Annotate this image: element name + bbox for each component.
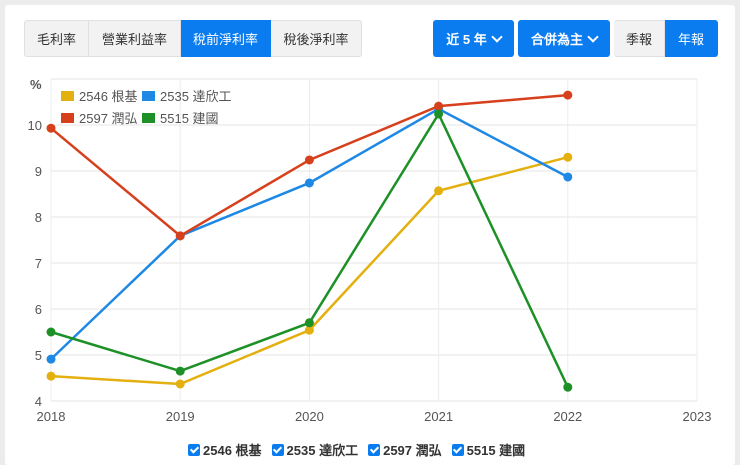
legend-label: 5515 建國 xyxy=(160,111,219,126)
toggle-5515[interactable]: 5515 建國 xyxy=(451,440,526,459)
chart-legend: 2546 根基 2535 達欣工 2597 潤弘 5515 建國 xyxy=(61,89,232,126)
tab-pretax-margin[interactable]: 稅前淨利率 xyxy=(181,20,271,57)
data-point[interactable] xyxy=(46,371,56,381)
tab-quarterly[interactable]: 季報 xyxy=(614,20,665,57)
data-point[interactable] xyxy=(175,231,185,241)
legend-swatch xyxy=(142,113,155,123)
tab-annual[interactable]: 年報 xyxy=(665,20,718,57)
x-tick-label: 2022 xyxy=(553,409,582,424)
tab-gross-margin[interactable]: 毛利率 xyxy=(24,20,89,57)
toggle-label: 2546 根基 xyxy=(203,443,262,458)
legend-swatch xyxy=(142,91,155,101)
range-dropdown[interactable]: 近 5 年 xyxy=(433,20,514,57)
data-point[interactable] xyxy=(46,327,56,337)
metric-tabs: 毛利率 營業利益率 稅前淨利率 稅後淨利率 xyxy=(24,20,362,57)
chart-series xyxy=(46,90,573,392)
tab-net-margin[interactable]: 稅後淨利率 xyxy=(271,20,362,57)
data-point[interactable] xyxy=(175,366,185,376)
x-tick-label: 2020 xyxy=(295,409,324,424)
y-tick-label: 10 xyxy=(28,118,42,133)
y-tick-label: 4 xyxy=(35,394,42,409)
checkbox-checked-icon[interactable] xyxy=(368,443,381,456)
data-point[interactable] xyxy=(175,379,185,389)
series-toggle-legend: 2546 根基 2535 達欣工 2597 潤弘 5515 建國 xyxy=(188,440,525,459)
y-tick-label: 8 xyxy=(35,210,42,225)
checkbox-checked-icon[interactable] xyxy=(451,443,464,456)
data-point[interactable] xyxy=(46,123,56,133)
x-tick-label: 2019 xyxy=(166,409,195,424)
legend-label: 2597 潤弘 xyxy=(79,111,138,126)
toggle-2535[interactable]: 2535 達欣工 xyxy=(271,440,359,459)
y-tick-label: 9 xyxy=(35,164,42,179)
legend-swatch xyxy=(61,91,74,101)
data-point[interactable] xyxy=(563,382,573,392)
toggle-label: 5515 建國 xyxy=(466,443,526,458)
data-point[interactable] xyxy=(563,90,573,100)
checkbox-checked-icon[interactable] xyxy=(271,443,284,456)
y-tick-label: 5 xyxy=(35,348,42,363)
range-dropdown-label: 近 5 年 xyxy=(446,32,487,47)
legend-label: 2546 根基 xyxy=(79,89,138,104)
chart-card xyxy=(5,5,735,465)
data-point[interactable] xyxy=(304,318,314,328)
checkbox-checked-icon[interactable] xyxy=(188,443,200,456)
data-point[interactable] xyxy=(304,325,314,335)
legend-label: 2535 達欣工 xyxy=(160,89,232,104)
tab-operating-margin[interactable]: 營業利益率 xyxy=(89,20,181,57)
toggle-label: 2535 達欣工 xyxy=(286,443,359,458)
y-axis-unit: % xyxy=(30,77,42,92)
x-tick-label: 2021 xyxy=(424,409,453,424)
scope-dropdown[interactable]: 合併為主 xyxy=(518,20,610,57)
scope-dropdown-label: 合併為主 xyxy=(531,32,584,47)
data-point[interactable] xyxy=(434,101,444,111)
toggle-2546[interactable]: 2546 根基 xyxy=(188,440,262,459)
legend-swatch xyxy=(61,113,74,123)
y-tick-label: 7 xyxy=(35,256,42,271)
x-tick-label: 2023 xyxy=(683,409,712,424)
toggle-2597[interactable]: 2597 潤弘 xyxy=(368,440,442,459)
toggle-label: 2597 潤弘 xyxy=(383,443,442,458)
y-tick-label: 6 xyxy=(35,302,42,317)
data-point[interactable] xyxy=(434,109,444,119)
data-point[interactable] xyxy=(304,155,314,165)
data-point[interactable] xyxy=(304,178,314,188)
filter-controls: 近 5 年 合併為主 季報 年報 xyxy=(433,20,718,57)
data-point[interactable] xyxy=(46,354,56,364)
x-tick-label: 2018 xyxy=(37,409,66,424)
data-point[interactable] xyxy=(563,152,573,162)
data-point[interactable] xyxy=(563,172,573,182)
data-point[interactable] xyxy=(434,186,444,196)
chart-grid: 2018 2019 2020 2021 2022 2023 4 5 6 7 8 9 10% xyxy=(28,77,712,424)
